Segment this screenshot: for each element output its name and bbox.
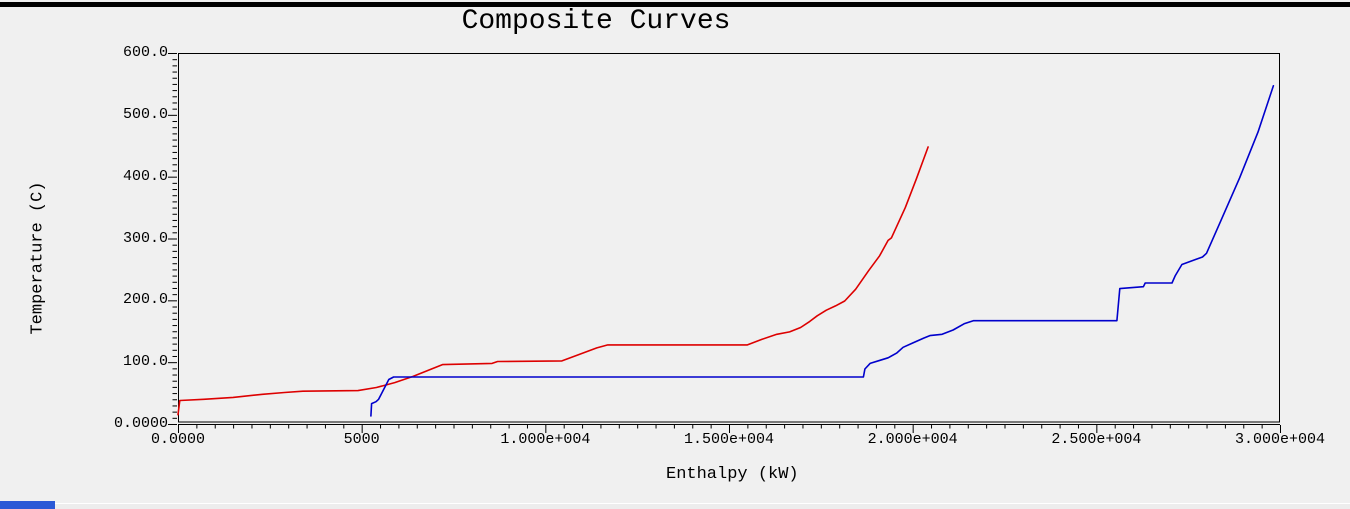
x-tick-label: 0.0000 — [150, 431, 205, 448]
blue-curve — [370, 85, 1275, 417]
x-tick-label: 2.000e+004 — [867, 431, 958, 448]
bottom-separator — [0, 503, 1350, 504]
y-tick-label: 300.0 — [122, 229, 168, 247]
bottom-strip — [0, 504, 1350, 509]
plot-frame — [178, 53, 1280, 423]
red-curve — [177, 146, 929, 416]
x-tick-label: 1.500e+004 — [683, 431, 774, 448]
y-tick-label: 500.0 — [122, 105, 168, 123]
x-tick-label: 2.500e+004 — [1051, 431, 1142, 448]
y-tick-label: 0.0000 — [113, 415, 168, 432]
x-tick-label: 5000 — [343, 431, 380, 448]
taskbar-fragment — [0, 501, 55, 509]
x-tick-label: 1.000e+004 — [500, 431, 591, 448]
y-tick-label: 200.0 — [122, 291, 168, 309]
window-top-border — [0, 2, 1350, 7]
y-tick-label: 100.0 — [122, 353, 168, 371]
x-tick-label: 3.000e+004 — [1234, 431, 1325, 448]
chart-title: Composite Curves — [461, 6, 731, 37]
y-tick-label: 400.0 — [122, 167, 168, 185]
x-axis-title: Enthalpy (kW) — [666, 465, 799, 484]
y-tick-label: 600.0 — [122, 44, 168, 61]
